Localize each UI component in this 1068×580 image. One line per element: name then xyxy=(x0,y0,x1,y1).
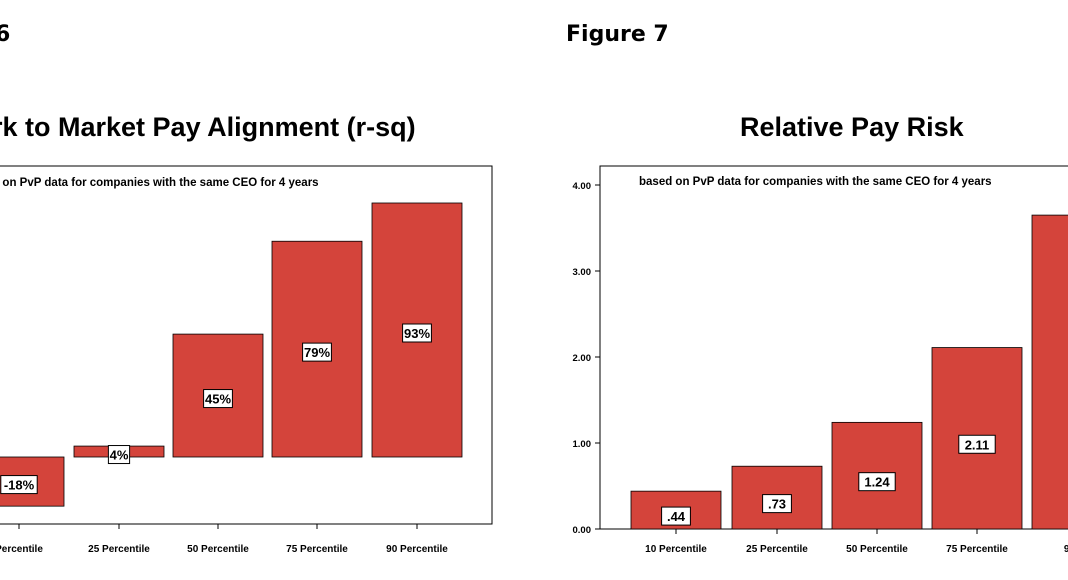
figure-7-heading: Figure 7 xyxy=(566,22,669,47)
chart-2-x-tick-label: 75 Percentile xyxy=(946,544,1008,555)
chart-1-x-tick-label: 50 Percentile xyxy=(187,544,249,555)
chart-1-x-tick-label: 90 Percentile xyxy=(386,544,448,555)
chart-2-data-label: .73 xyxy=(768,497,786,512)
chart-1-title: rk to Market Pay Alignment (r-sq) xyxy=(0,112,416,142)
chart-1-data-label-box xyxy=(0,475,38,495)
chart-2-data-label-box xyxy=(762,494,792,514)
chart-2-data-label: 2.11 xyxy=(965,437,990,452)
chart-1-frame xyxy=(0,165,493,525)
chart-1-data-label-box xyxy=(302,342,332,362)
chart-1-x-tick-label: Percentile xyxy=(0,544,43,555)
chart-2-x-tick-label: 50 Percentile xyxy=(846,544,908,555)
chart-2-data-label: 1.24 xyxy=(864,475,890,490)
chart-1-data-label: -18% xyxy=(4,478,35,493)
chart-1-x-tick-label: 25 Percentile xyxy=(88,544,150,555)
chart-2-data-label-box xyxy=(858,472,896,492)
chart-2-data-label-box xyxy=(661,506,691,526)
chart-1-data-label-box xyxy=(203,389,233,409)
chart-2-y-tick-label: 3.00 xyxy=(573,267,592,278)
chart-1-data-label: 93% xyxy=(404,326,430,341)
chart-2-x-tick-label: 90 Pe xyxy=(1064,544,1068,555)
chart-2-bar xyxy=(1031,214,1068,530)
chart-2-y-tick-label: 0.00 xyxy=(573,525,592,536)
chart-1-data-label-box xyxy=(402,323,432,343)
chart-2-data-label: .44 xyxy=(667,509,686,524)
chart-2-x-tick-label: 25 Percentile xyxy=(746,544,808,555)
chart-1-data-label-box xyxy=(107,445,131,465)
chart-2-title: Relative Pay Risk xyxy=(740,112,964,142)
chart-1-data-label: 4% xyxy=(110,448,129,463)
chart-2-annotation: based on PvP data for companies with the… xyxy=(639,176,992,188)
chart-1-annotation: based on PvP data for companies with the… xyxy=(0,177,319,189)
chart-1-data-label: 45% xyxy=(205,392,231,407)
chart-2-x-tick-label: 10 Percentile xyxy=(645,544,707,555)
chart-1-data-label: 79% xyxy=(304,345,330,360)
chart-2-y-tick-label: 4.00 xyxy=(573,181,592,192)
chart-2-y-tick-label: 1.00 xyxy=(573,439,592,450)
figure-6-heading: 6 xyxy=(0,22,11,47)
chart-2-y-tick-label: 2.00 xyxy=(573,353,592,364)
chart-1-x-tick-label: 75 Percentile xyxy=(286,544,348,555)
chart-2-data-label-box xyxy=(958,434,996,454)
